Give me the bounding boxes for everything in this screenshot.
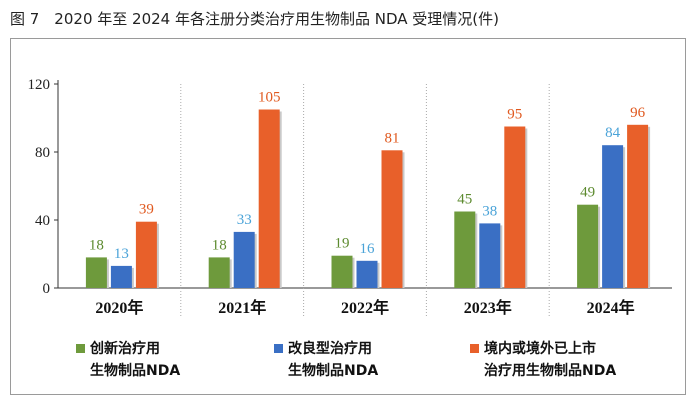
category-label: 2022年 bbox=[341, 298, 389, 317]
data-label: 18 bbox=[89, 237, 104, 253]
data-label: 16 bbox=[360, 241, 376, 257]
bar bbox=[381, 150, 403, 288]
y-tick-label: 80 bbox=[35, 145, 50, 161]
data-label: 39 bbox=[139, 202, 154, 218]
category-label: 2020年 bbox=[95, 298, 143, 317]
data-label: 49 bbox=[580, 185, 595, 201]
bar bbox=[627, 124, 649, 288]
legend-label-innovative: 创新治疗用 生物制品NDA bbox=[90, 341, 181, 379]
data-label: 19 bbox=[335, 236, 350, 252]
figure-title: 图 7 2020 年至 2024 年各注册分类治疗用生物制品 NDA 受理情况(… bbox=[10, 10, 499, 28]
data-label: 95 bbox=[507, 107, 522, 123]
chart-frame bbox=[10, 38, 686, 395]
category-label: 2021年 bbox=[218, 298, 266, 317]
bar bbox=[208, 257, 230, 288]
legend-item-marketed: 境内或境外已上市 治疗用生物制品NDA bbox=[470, 338, 670, 384]
y-tick-label: 120 bbox=[28, 77, 51, 93]
legend-label-marketed: 境内或境外已上市 治疗用生物制品NDA bbox=[484, 341, 617, 379]
data-label: 45 bbox=[457, 192, 472, 208]
bar bbox=[577, 204, 599, 288]
category-label: 2023年 bbox=[464, 298, 512, 317]
bar bbox=[135, 221, 157, 288]
bar bbox=[331, 255, 353, 288]
legend-swatch-innovative bbox=[76, 344, 85, 353]
bar bbox=[110, 265, 132, 288]
bar bbox=[258, 109, 280, 288]
bar bbox=[233, 231, 255, 288]
bar bbox=[602, 145, 624, 288]
data-label: 96 bbox=[630, 105, 646, 121]
legend-swatch-improved bbox=[274, 344, 283, 353]
y-tick-label: 40 bbox=[35, 213, 50, 229]
legend-swatch-marketed bbox=[470, 344, 479, 353]
bar bbox=[85, 257, 107, 288]
y-tick-label: 0 bbox=[43, 281, 51, 297]
category-label: 2024年 bbox=[587, 298, 635, 317]
bar bbox=[479, 223, 501, 288]
legend-label-improved: 改良型治疗用 生物制品NDA bbox=[288, 341, 379, 379]
data-label: 38 bbox=[482, 203, 497, 219]
bar bbox=[454, 211, 476, 288]
data-label: 84 bbox=[605, 125, 621, 141]
data-label: 33 bbox=[237, 212, 252, 228]
data-label: 18 bbox=[212, 237, 227, 253]
data-label: 81 bbox=[385, 130, 400, 146]
bar bbox=[356, 260, 378, 288]
legend-item-improved: 改良型治疗用 生物制品NDA bbox=[274, 338, 454, 384]
data-label: 13 bbox=[114, 246, 129, 262]
bar bbox=[504, 126, 526, 288]
legend-item-innovative: 创新治疗用 生物制品NDA bbox=[76, 338, 256, 384]
data-label: 105 bbox=[258, 90, 281, 106]
